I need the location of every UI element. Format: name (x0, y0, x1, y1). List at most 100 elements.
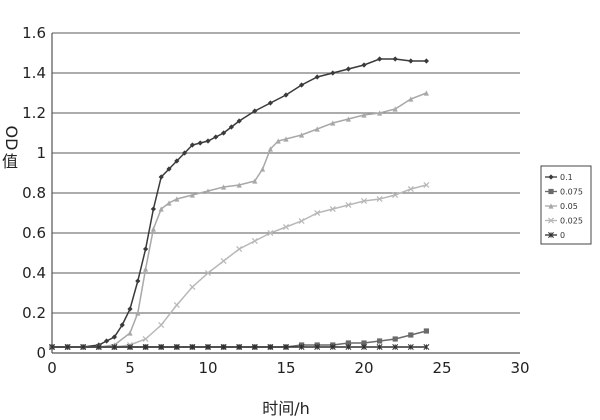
data-point (189, 283, 196, 291)
data-point (236, 118, 242, 124)
legend-box (540, 165, 592, 245)
data-point (166, 200, 172, 206)
data-point (127, 306, 133, 312)
data-point (236, 182, 242, 188)
data-point (314, 74, 320, 80)
data-point (174, 196, 180, 202)
data-point (275, 138, 281, 144)
data-point (267, 229, 274, 237)
series-line (52, 92, 427, 348)
x-tick-label: 15 (276, 359, 295, 377)
x-tick-label: 25 (432, 359, 451, 377)
data-point (251, 344, 258, 350)
data-point (189, 344, 196, 350)
axes (51, 33, 520, 354)
data-point (182, 150, 188, 156)
data-point (150, 226, 156, 232)
y-tick-label: 1.2 (22, 104, 46, 122)
data-point (142, 344, 149, 350)
data-point (345, 66, 351, 72)
data-point (361, 340, 367, 346)
data-point (423, 181, 430, 189)
series-2 (49, 90, 429, 350)
data-point (392, 56, 398, 62)
data-point (360, 197, 368, 205)
data-point (298, 217, 305, 225)
data-point (267, 146, 273, 152)
data-point (392, 191, 399, 199)
y-tick-label: 0 (36, 344, 46, 362)
legend-label: 0.025 (560, 217, 583, 226)
data-point (205, 188, 211, 194)
data-point (251, 237, 258, 245)
data-point (361, 344, 367, 350)
data-point (127, 344, 133, 350)
data-point (330, 70, 336, 76)
data-point (408, 96, 414, 102)
data-point (407, 344, 414, 350)
data-point (220, 257, 227, 265)
x-tick-label: 30 (510, 359, 529, 377)
data-point (283, 344, 289, 350)
legend-marker (548, 232, 554, 238)
data-point (104, 338, 110, 344)
data-point (205, 138, 211, 144)
data-point (166, 166, 172, 172)
series-3 (48, 181, 430, 351)
data-point (283, 92, 289, 98)
legend-label: 0.1 (560, 173, 573, 182)
data-point (408, 58, 414, 64)
data-point (283, 136, 289, 142)
data-point (408, 332, 414, 338)
x-tick-label: 0 (47, 359, 57, 377)
data-point (173, 301, 180, 309)
data-point (345, 344, 352, 350)
data-point (189, 192, 195, 198)
data-point (377, 56, 383, 62)
data-point (64, 344, 71, 350)
data-point (299, 82, 305, 88)
data-point (111, 334, 117, 340)
data-point (197, 140, 203, 146)
y-tick-label: 0.8 (22, 184, 46, 202)
data-point (189, 142, 195, 148)
y-axis-label-latin: OD (2, 126, 21, 151)
legend-label: 0 (560, 231, 565, 240)
legend: 0.1 0.075 0.05 0.025 0 (540, 165, 592, 245)
data-point (260, 166, 266, 172)
y-axis-label-cjk: 值 (2, 152, 18, 171)
legend-item-2: 0.05 (545, 202, 578, 211)
data-point (377, 338, 383, 344)
data-point (236, 344, 243, 350)
data-point (119, 322, 125, 328)
data-point (423, 328, 429, 334)
series-lines (48, 56, 430, 351)
data-point (407, 185, 414, 193)
legend-marker (548, 188, 554, 195)
y-tick-label: 1.6 (22, 24, 46, 42)
data-point (345, 116, 351, 122)
legend-marker (548, 174, 554, 180)
legend-item-1: 0.075 (545, 188, 583, 197)
data-point (236, 245, 243, 253)
data-point (361, 112, 367, 118)
data-point (135, 278, 141, 284)
x-tick-label: 10 (198, 359, 217, 377)
data-point (423, 90, 429, 96)
data-point (135, 310, 141, 316)
data-point (299, 132, 305, 138)
series-0 (49, 56, 429, 350)
y-tick-label: 0.6 (22, 224, 46, 242)
data-point (205, 344, 211, 350)
data-point (298, 344, 305, 350)
data-point (314, 126, 320, 132)
data-point (95, 344, 102, 350)
data-point (376, 195, 383, 203)
data-point (252, 178, 258, 184)
data-point (423, 344, 430, 350)
legend-label: 0.05 (560, 202, 578, 211)
data-point (314, 209, 321, 217)
data-point (49, 344, 55, 350)
data-point (221, 184, 227, 190)
